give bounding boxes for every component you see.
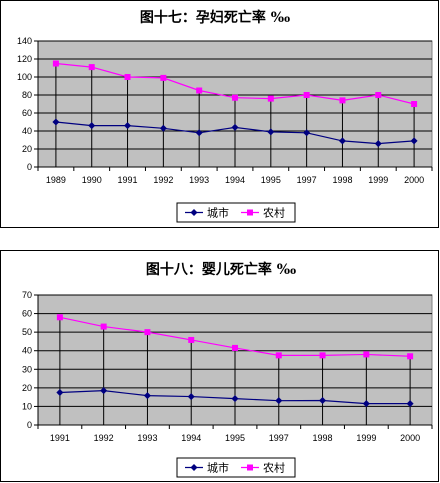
data-point-square (363, 351, 370, 358)
y-tick-label: 140 (17, 36, 32, 46)
y-tick-label: 20 (22, 144, 32, 154)
data-point-square (411, 101, 418, 107)
x-tick-label: 2000 (404, 175, 424, 185)
data-point-diamond (231, 395, 239, 403)
legend-label-1: 农村 (263, 206, 285, 220)
legend-marker-square (247, 209, 253, 216)
data-point-diamond (143, 392, 151, 400)
data-point-square (407, 353, 414, 360)
y-tick-label: 60 (22, 108, 32, 118)
x-tick-label: 1998 (332, 175, 352, 185)
data-point-square (232, 94, 238, 101)
data-point-square (188, 336, 195, 343)
y-tick-label: 10 (22, 401, 32, 411)
data-point-square (160, 74, 167, 81)
data-point-square (124, 74, 131, 80)
data-point-square (339, 97, 346, 104)
data-point-square (196, 87, 203, 94)
data-point-square (303, 92, 310, 98)
y-tick-label: 100 (17, 72, 32, 82)
x-tick-label: 1990 (82, 175, 102, 185)
x-tick-label: 1993 (189, 175, 209, 185)
data-point-square (232, 344, 238, 351)
data-point-square (144, 329, 151, 336)
data-point-square (52, 60, 59, 67)
data-point-diamond (124, 122, 132, 130)
data-point-diamond (275, 397, 283, 405)
chart-infant-mortality: 图十八：婴儿死亡率 ‰ 0 10 20 30 40 50 60 70 1991 1992 1993 19… (22, 261, 433, 478)
data-point-diamond (231, 123, 239, 131)
y-tick-label: 40 (22, 346, 32, 356)
x-tick-label: 1991 (50, 433, 70, 443)
data-point-diamond (88, 122, 96, 130)
y-tick-label: 80 (22, 90, 32, 100)
x-tick-label: 1991 (118, 175, 138, 185)
y-tick-label: 20 (22, 383, 32, 393)
y-tick-label: 120 (17, 54, 32, 64)
data-point-diamond (195, 129, 203, 137)
data-point-diamond (362, 400, 370, 408)
legend-label-0: 城市 (207, 206, 229, 220)
y-tick-label: 40 (22, 126, 32, 136)
x-tick-label: 1998 (313, 433, 333, 443)
x-tick-label: 1999 (368, 175, 388, 185)
data-point-diamond (319, 396, 327, 404)
x-tick-label: 1992 (94, 433, 114, 443)
x-tick-label: 1989 (46, 175, 66, 185)
y-tick-label: 30 (22, 364, 32, 374)
data-point-square (375, 92, 382, 98)
legend-box (176, 457, 296, 478)
legend-box (176, 202, 296, 223)
data-point-diamond (303, 129, 311, 137)
x-tick-label: 1993 (137, 433, 157, 443)
data-point-square (100, 323, 107, 330)
legend-marker-diamond (190, 209, 198, 216)
x-tick-label: 1999 (356, 433, 376, 443)
legend-marker-diamond (190, 464, 198, 471)
legend-label-1: 农村 (263, 461, 285, 475)
x-tick-label: 2000 (400, 433, 420, 443)
legend-label-0: 城市 (207, 461, 229, 475)
x-tick-label: 1992 (153, 175, 173, 185)
data-point-diamond (374, 140, 382, 148)
data-point-square (275, 352, 282, 359)
data-point-diamond (159, 124, 167, 132)
chart-panel-infant-mortality: 图十八：婴儿死亡率 ‰ 0 10 20 30 40 50 60 70 1991 1992 1993 19… (0, 250, 439, 482)
x-tick-label: 1995 (261, 175, 281, 185)
data-point-diamond (187, 393, 195, 401)
data-point-diamond (56, 389, 64, 396)
x-tick-label: 1994 (225, 175, 245, 185)
y-tick-label: 70 (22, 290, 32, 300)
data-point-diamond (410, 137, 418, 145)
data-point-square (88, 64, 95, 71)
chart-title: 图十七：孕妇死亡率 ‰ (140, 9, 291, 26)
data-point-square (267, 95, 274, 102)
y-tick-label: 0 (27, 420, 32, 430)
data-point-diamond (406, 400, 414, 408)
chart-panel-maternal-mortality: 图十七：孕妇死亡率 ‰ 0 20 40 60 80 100 120 140 1989 1990 199… (0, 0, 439, 228)
x-tick-label: 1995 (225, 433, 245, 443)
data-point-diamond (100, 387, 108, 395)
legend-marker-square (247, 464, 253, 471)
data-point-diamond (52, 118, 60, 126)
data-point-diamond (267, 128, 275, 136)
data-point-square (56, 314, 63, 321)
x-tick-label: 1997 (269, 433, 289, 443)
y-tick-label: 60 (22, 309, 32, 319)
chart-title: 图十八：婴儿死亡率 ‰ (146, 261, 297, 278)
data-point-square (319, 352, 326, 359)
x-tick-label: 1997 (297, 175, 317, 185)
y-tick-label: 50 (22, 327, 32, 337)
data-point-diamond (338, 137, 346, 145)
y-tick-label: 0 (27, 162, 32, 172)
x-tick-label: 1994 (181, 433, 201, 443)
chart-maternal-mortality: 图十七：孕妇死亡率 ‰ 0 20 40 60 80 100 120 140 1989 1990 199… (17, 9, 433, 223)
